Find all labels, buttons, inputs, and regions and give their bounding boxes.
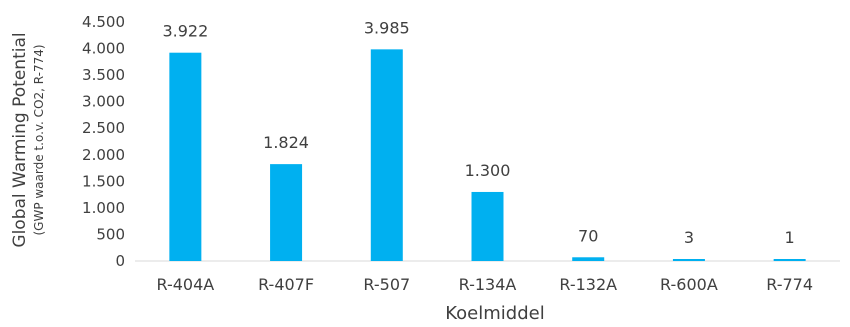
bar <box>370 49 403 262</box>
x-tick-label: R-507 <box>363 275 410 294</box>
y-tick-label: 2.000 <box>82 146 125 164</box>
x-tick-label: R-774 <box>766 275 813 294</box>
x-tick-label: R-404A <box>156 275 214 294</box>
bar <box>773 259 806 261</box>
data-labels: 3.922 1.824 3.985 1.300 70 3 1 <box>162 18 794 247</box>
data-label: 3 <box>684 228 694 247</box>
x-tick-label: R-407F <box>258 275 314 294</box>
y-tick-label: 4.000 <box>82 40 125 58</box>
data-label: 3.985 <box>364 18 410 37</box>
y-tick-label: 2.500 <box>82 119 125 137</box>
bar <box>672 259 705 261</box>
bar <box>169 52 202 261</box>
y-axis-subtitle: (GWP waarde t.o.v. CO2, R-774) <box>32 44 46 235</box>
y-tick-label: 0 <box>115 252 125 270</box>
y-tick-label: 1.500 <box>82 172 125 190</box>
y-tick-label: 4.500 <box>82 13 125 31</box>
bar <box>572 257 605 261</box>
data-label: 70 <box>578 226 598 245</box>
x-axis-title: Koelmiddel <box>445 303 544 324</box>
y-tick-label: 500 <box>96 225 125 243</box>
x-tick-label: R-132A <box>559 275 617 294</box>
y-axis-title: Global Warming Potential <box>10 32 30 247</box>
x-tick-label: R-134A <box>459 275 517 294</box>
bars <box>169 49 806 262</box>
y-axis-ticks: 0 500 1.000 1.500 2.000 2.500 3.000 3.500 4.000 4… <box>82 13 125 270</box>
x-tick-label: R-600A <box>660 275 718 294</box>
data-label: 1.300 <box>465 161 511 180</box>
data-label: 1.824 <box>263 133 309 152</box>
y-tick-label: 1.000 <box>82 199 125 217</box>
bar <box>471 191 504 261</box>
y-tick-label: 3.000 <box>82 93 125 111</box>
data-label: 1 <box>785 228 795 247</box>
x-axis-category-labels: R-404A R-407F R-507 R-134A R-132A R-600A R-774 <box>156 275 813 294</box>
y-tick-label: 3.500 <box>82 66 125 84</box>
data-label: 3.922 <box>162 22 208 41</box>
bar <box>270 164 303 261</box>
